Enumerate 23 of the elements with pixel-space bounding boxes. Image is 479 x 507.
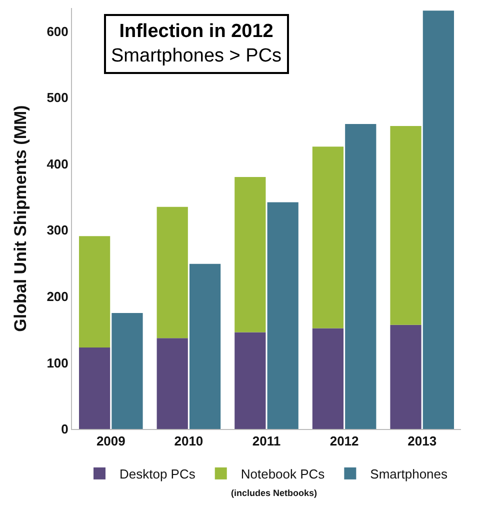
bar — [422, 10, 454, 429]
x-tick-label: 2010 — [174, 434, 204, 449]
y-tick-label: 500 — [46, 90, 68, 106]
bar — [390, 324, 422, 429]
bar — [79, 236, 110, 348]
x-tick-label: 2012 — [330, 434, 359, 449]
legend-label: Notebook PCs — [240, 466, 326, 482]
y-tick-label: 0 — [61, 422, 68, 437]
y-tick-label: 400 — [46, 156, 68, 172]
y-tick-label: 200 — [46, 288, 68, 304]
text: (includes Netbooks) — [231, 488, 318, 498]
text: Smartphones > PCs — [111, 46, 282, 67]
y-tick-label: 600 — [46, 24, 68, 39]
text: Inflection in 2012 — [119, 21, 274, 42]
x-tick-label: 2013 — [408, 434, 437, 449]
x-tick-label: 2011 — [252, 434, 281, 449]
y-tick-label: 300 — [46, 222, 68, 238]
bar — [312, 328, 344, 429]
y-tick-label: 100 — [46, 355, 68, 370]
legend-label: Smartphones — [370, 466, 448, 482]
y-axis-title: Global Unit Shipments (MM) — [11, 105, 30, 332]
legend-label: Desktop PCs — [120, 466, 196, 482]
x-tick-label: 2009 — [96, 434, 126, 449]
